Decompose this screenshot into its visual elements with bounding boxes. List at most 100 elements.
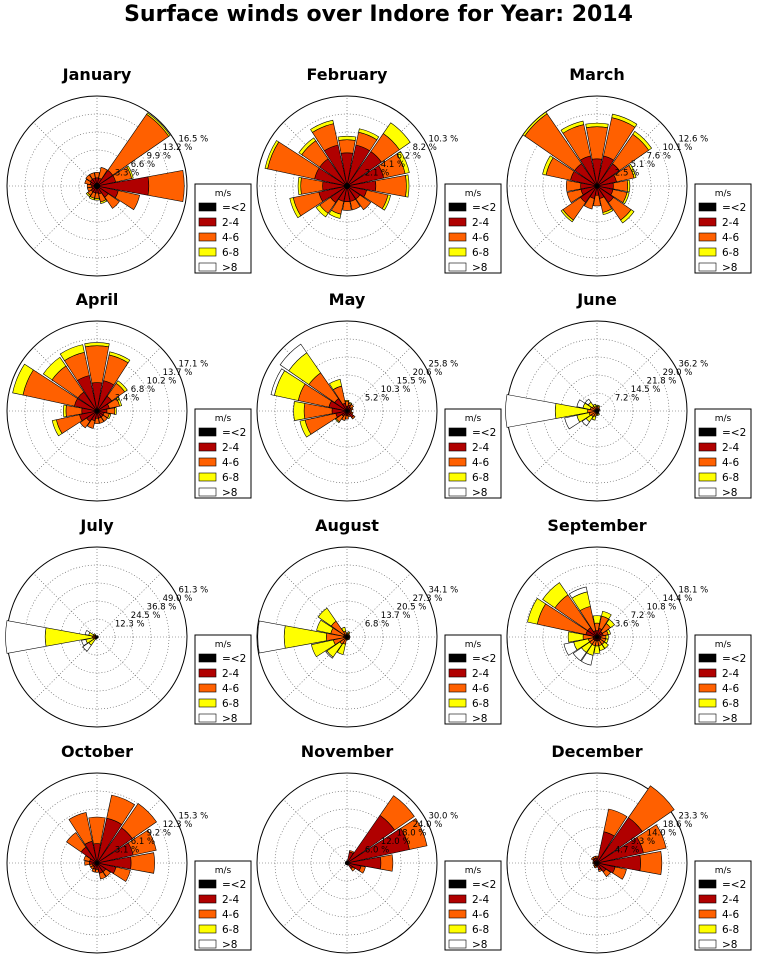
petal-bar xyxy=(107,413,112,420)
petal-bar xyxy=(293,401,306,421)
ring-label: 15.3 % xyxy=(178,812,208,822)
legend-label: 4-6 xyxy=(472,909,489,921)
ring-label: 3.3 % xyxy=(115,169,139,179)
petal-bar xyxy=(566,189,584,204)
petal-bar xyxy=(94,197,100,201)
grid-spoke xyxy=(596,573,661,638)
petal-bar xyxy=(315,204,329,218)
legend-title: m/s xyxy=(215,866,232,876)
legend-label: >8 xyxy=(472,713,487,725)
ring-label: 30.0 % xyxy=(428,812,458,822)
legend-label: 4-6 xyxy=(722,232,739,244)
petal-bar xyxy=(12,363,34,396)
petal-bar xyxy=(598,868,603,873)
legend-swatch xyxy=(198,653,217,663)
legend-label: 2-4 xyxy=(222,442,239,454)
ring-label: 3.6 % xyxy=(615,620,639,630)
legend-swatch xyxy=(448,683,467,693)
legend-label: 6-8 xyxy=(222,247,239,259)
petal-bar xyxy=(636,824,667,854)
ring-label: 21.8 % xyxy=(647,377,677,387)
legend-label: 2-4 xyxy=(472,217,489,229)
petal-bar xyxy=(127,829,157,856)
petal-bar xyxy=(628,163,637,179)
legend-title: m/s xyxy=(715,414,732,424)
legend-swatch xyxy=(698,457,717,467)
legend-swatch xyxy=(198,668,217,678)
petal-bar xyxy=(592,615,602,624)
grid-spoke xyxy=(596,636,661,701)
petal-bar xyxy=(542,155,554,176)
petal-bar xyxy=(612,866,627,880)
grid-spoke xyxy=(283,410,348,475)
petal-bar xyxy=(400,818,428,850)
petal-bar xyxy=(310,119,334,133)
legend-swatch xyxy=(448,909,467,919)
petal-bar xyxy=(568,586,588,599)
legend-swatch xyxy=(698,217,717,227)
legend-label: >8 xyxy=(472,262,487,274)
ring-label: 6.1 % xyxy=(131,837,155,847)
legend-label: 6-8 xyxy=(722,924,739,936)
ring-label: 2.5 % xyxy=(615,169,639,179)
legend-label: =<2 xyxy=(222,879,246,891)
ring-label: 14.4 % xyxy=(663,594,693,604)
legend-label: >8 xyxy=(722,939,737,951)
petal-bar xyxy=(279,343,308,372)
petal-bar xyxy=(606,629,611,635)
subplot-title: May xyxy=(329,290,366,309)
petal-bar xyxy=(298,137,317,156)
ring-label: 18.0 % xyxy=(397,829,427,839)
windrose-august: August 34.1 %27.3 %20.5 %13.7 %6.8 % m/s =<… xyxy=(256,516,502,728)
grid-spoke xyxy=(33,573,98,638)
legend-label: 2-4 xyxy=(222,668,239,680)
ring-label: 3.1 % xyxy=(115,846,139,856)
ring-label: 34.1 % xyxy=(428,586,458,596)
ring-label: 49.0 % xyxy=(163,594,193,604)
legend-box xyxy=(194,860,252,951)
grid-spoke xyxy=(533,862,598,927)
petal-bar xyxy=(620,209,635,224)
grid-spoke xyxy=(596,862,661,927)
ring-label: 29.0 % xyxy=(663,368,693,378)
petal-bar xyxy=(328,378,342,391)
legend-label: 2-4 xyxy=(222,217,239,229)
legend-title: m/s xyxy=(215,640,232,650)
page-title: Surface winds over Indore for Year: 2014 xyxy=(124,2,633,27)
petal-bar xyxy=(146,112,171,137)
petal-bar xyxy=(106,794,136,825)
windrose-may: May 25.8 %20.6 %15.5 %10.3 %5.2 % m/s =<2 2-… xyxy=(256,290,502,502)
ring-label: 6.6 % xyxy=(131,160,155,170)
legend-swatch xyxy=(448,698,467,708)
legend-swatch xyxy=(698,924,717,934)
legend-box xyxy=(694,634,752,725)
legend-title: m/s xyxy=(215,189,232,199)
petal-bar xyxy=(505,394,557,428)
legend-swatch xyxy=(448,487,467,497)
legend-swatch xyxy=(448,217,467,227)
windrose-december: December 23.3 %18.6 %14.0 %9.3 %4.7 % m/s =… xyxy=(506,742,752,954)
petal-bar xyxy=(349,198,361,211)
petal-bar xyxy=(93,633,96,636)
petal-bar xyxy=(108,351,131,364)
petal-bar xyxy=(79,417,91,429)
petal-bar xyxy=(379,795,415,831)
ring-label: 20.5 % xyxy=(397,603,427,613)
legend-swatch xyxy=(198,909,217,919)
legend-swatch xyxy=(698,879,717,889)
petal-bar xyxy=(560,209,574,223)
ring-label: 6.8 % xyxy=(365,620,389,630)
subplot-title: August xyxy=(315,516,379,535)
grid-spoke xyxy=(96,410,161,475)
legend-box xyxy=(444,634,502,725)
ring-label: 7.2 % xyxy=(615,394,639,404)
petal-bar xyxy=(325,650,334,659)
legend-label: =<2 xyxy=(222,653,246,665)
ring-label: 10.2 % xyxy=(147,377,177,387)
petal-bar xyxy=(328,209,342,219)
petal-bar xyxy=(576,399,586,409)
legend-box xyxy=(694,408,752,499)
legend-label: 4-6 xyxy=(722,457,739,469)
legend-label: >8 xyxy=(722,487,737,499)
ring-label: 36.2 % xyxy=(678,360,708,370)
